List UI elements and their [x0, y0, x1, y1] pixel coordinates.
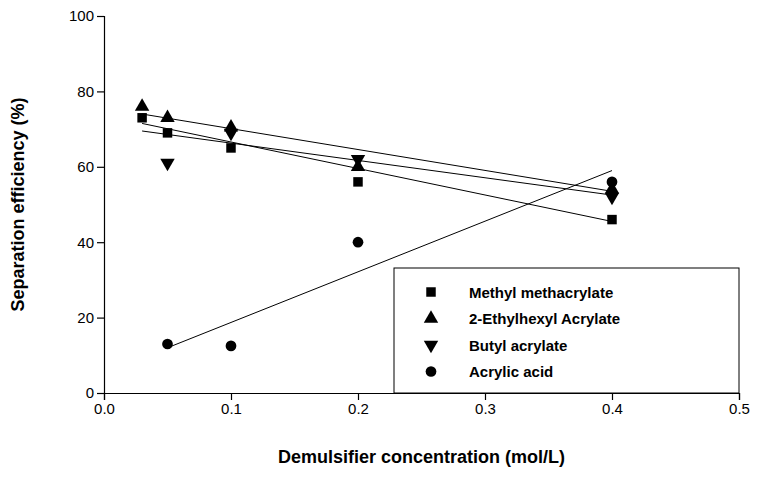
trend-line: [142, 114, 612, 191]
point: [353, 177, 362, 186]
legend-label: 2-Ethylhexyl Acrylate: [469, 310, 620, 327]
tick-label: 60: [77, 158, 94, 175]
tick-label: 40: [77, 234, 94, 251]
legend: Methyl methacrylate 2-Ethylhexyl Acrylate…: [394, 268, 739, 393]
legend-label: Acrylic acid: [469, 363, 553, 380]
tick: 40: [77, 234, 104, 251]
tick: 0: [86, 384, 104, 401]
tick: 100: [69, 7, 104, 24]
tick-label: 0.3: [475, 400, 496, 417]
point: [607, 215, 616, 224]
tick-label: 0.4: [602, 400, 623, 417]
tick-label: 20: [77, 309, 94, 326]
tick-mark: [97, 242, 104, 243]
axis-line: [105, 394, 740, 401]
plot: 0.0 0.1 0.2 0.3 0.4 0.5 0 20 40 60 80 100 Methyl met…: [69, 7, 750, 416]
tick-mark: [97, 393, 104, 394]
point: [607, 177, 618, 188]
tick-mark: [97, 318, 104, 319]
y-axis-title: Separation efficiency (%): [8, 97, 28, 311]
legend-marker: [426, 366, 437, 377]
point: [162, 339, 173, 350]
tick: 60: [77, 158, 104, 175]
tick: 0.0: [94, 393, 115, 417]
tick-label: 0.1: [221, 400, 242, 417]
tick-mark: [97, 91, 104, 92]
chart: 0.0 0.1 0.2 0.3 0.4 0.5 0 20 40 60 80 100 Methyl met…: [0, 0, 761, 477]
series: [137, 113, 616, 224]
point: [160, 109, 174, 121]
point: [135, 98, 149, 110]
x-axis-title: Demulsifier concentration (mol/L): [278, 447, 565, 467]
point: [226, 341, 237, 352]
tick-label: 0.2: [348, 400, 369, 417]
tick: 80: [77, 83, 104, 100]
tick: 20: [77, 309, 104, 326]
legend-marker: [424, 310, 438, 322]
legend-marker: [426, 287, 435, 296]
marks: [135, 98, 619, 351]
tick-label: 0.5: [729, 400, 750, 417]
point: [353, 237, 364, 248]
tick: 0.5: [729, 393, 750, 417]
legend-marker: [424, 341, 438, 353]
tick-label: 0.0: [94, 400, 115, 417]
x-axis: 0.0 0.1 0.2 0.3 0.4 0.5: [94, 393, 750, 417]
tick-label: 80: [77, 83, 94, 100]
tick-label: 0: [86, 384, 94, 401]
tick: 0.4: [602, 393, 623, 417]
tick-mark: [97, 167, 104, 168]
trend-line: [142, 131, 612, 195]
tick-label: 100: [69, 7, 94, 24]
tick: 0.1: [221, 393, 242, 417]
series: [135, 98, 619, 193]
tick-mark: [97, 16, 104, 17]
series: [142, 129, 619, 206]
point: [224, 129, 238, 141]
point: [160, 159, 174, 171]
trend-line: [142, 123, 612, 221]
y-axis: 0 20 40 60 80 100: [69, 7, 105, 401]
axis-line: [97, 17, 105, 394]
legend-label: Butyl acrylate: [469, 337, 567, 354]
point: [605, 193, 619, 205]
point: [226, 143, 235, 152]
legend-box: [394, 268, 739, 393]
point: [163, 128, 172, 137]
tick: 0.3: [475, 393, 496, 417]
point: [351, 155, 365, 167]
legend-label: Methyl methacrylate: [469, 284, 613, 301]
tick: 0.2: [348, 393, 369, 417]
